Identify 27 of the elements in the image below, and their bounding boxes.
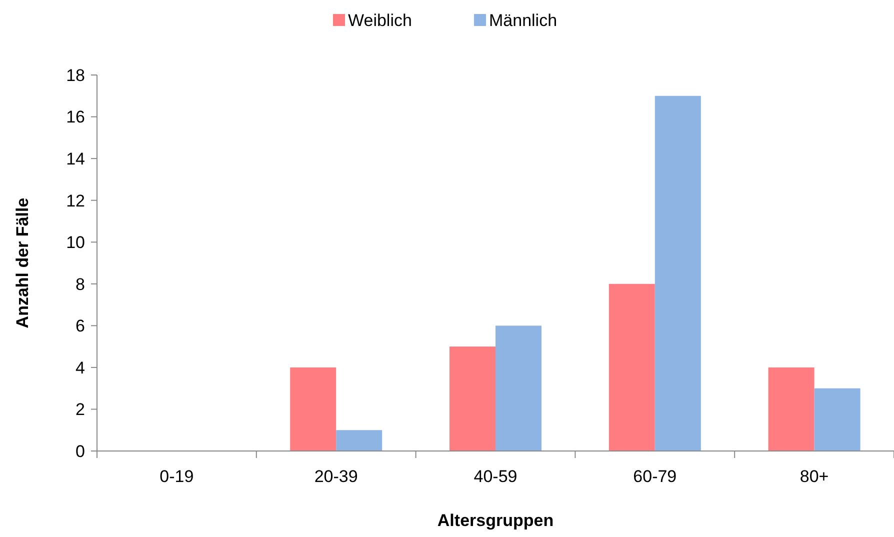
bar [450, 346, 496, 451]
x-tick-label: 20-39 [314, 467, 358, 486]
y-tick-label: 0 [76, 442, 85, 461]
y-tick-label: 16 [66, 108, 85, 127]
y-tick-label: 12 [66, 191, 85, 210]
y-tick-label: 8 [76, 274, 85, 294]
bar [496, 326, 542, 451]
y-tick-label: 14 [66, 150, 85, 169]
y-tick-label: 4 [76, 358, 85, 378]
bar [290, 367, 336, 451]
x-tick-label: 0-19 [160, 467, 194, 486]
y-tick-label: 10 [66, 233, 85, 252]
bar [654, 96, 701, 451]
y-tick-label: 2 [76, 400, 85, 420]
legend-label: Weiblich [348, 11, 412, 30]
x-axis-title: Altersgruppen [437, 511, 554, 530]
y-tick-label: 6 [76, 316, 85, 336]
y-tick-label: 18 [66, 66, 85, 85]
x-tick-label: 60-79 [633, 467, 677, 486]
x-tick-label: 40-59 [474, 467, 518, 486]
y-axis-title: Anzahl der Fälle [13, 198, 32, 328]
bar [814, 388, 860, 451]
bar [768, 367, 814, 451]
bar [608, 284, 655, 451]
bar [336, 430, 382, 451]
legend-label: Männlich [489, 11, 558, 30]
x-tick-label: 80+ [800, 467, 829, 486]
